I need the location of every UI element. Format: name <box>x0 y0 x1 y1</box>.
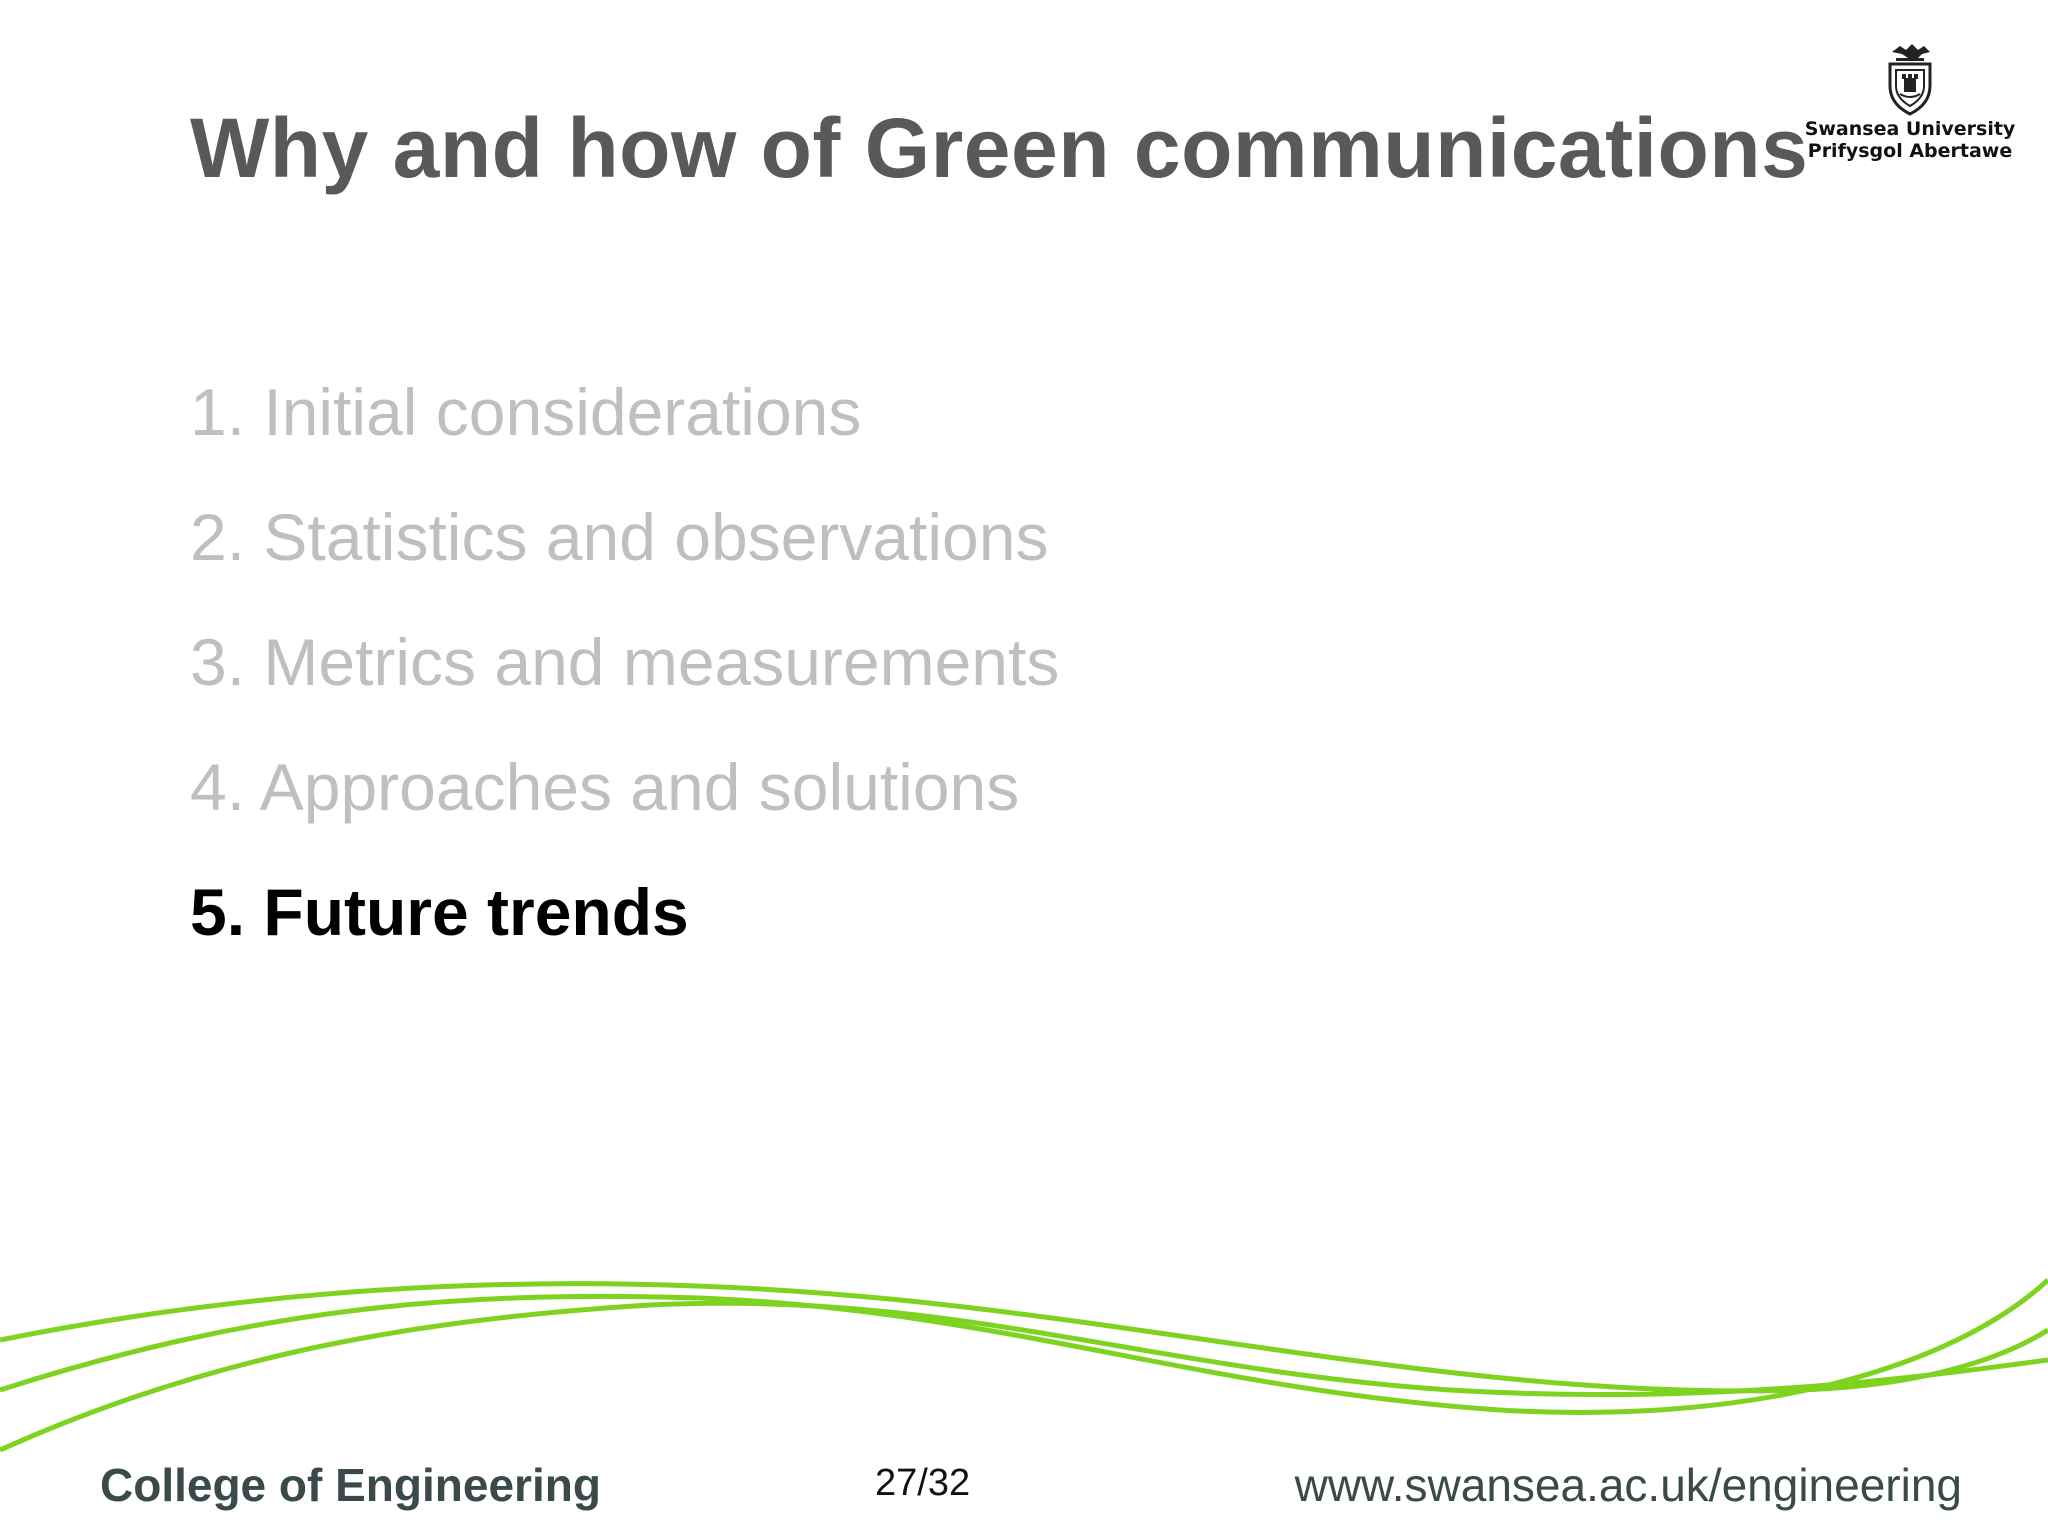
university-logo: Swansea University Prifysgol Abertawe <box>1800 38 2020 178</box>
agenda-item-active: 5. Future trends <box>190 875 689 949</box>
logo-text-welsh: Prifysgol Abertawe <box>1807 140 2013 162</box>
logo-text-english: Swansea University <box>1804 118 2016 140</box>
page-number: 27/32 <box>875 1462 971 1504</box>
agenda-item: 1. Initial considerations <box>190 375 862 449</box>
swansea-crest-icon <box>1888 44 1932 116</box>
decorative-wave-lines <box>0 1278 2048 1453</box>
wave-line <box>0 1281 2048 1394</box>
wave-line <box>0 1278 2048 1415</box>
footer-url: www.swansea.ac.uk/engineering <box>1294 1459 1962 1511</box>
agenda-list: 1. Initial considerations 2. Statistics … <box>190 350 1059 975</box>
agenda-item: 2. Statistics and observations <box>190 500 1049 574</box>
agenda-item: 4. Approaches and solutions <box>190 750 1020 824</box>
slide-title: Why and how of Green communications <box>190 101 1809 195</box>
wave-line <box>0 1300 2048 1453</box>
agenda-item: 3. Metrics and measurements <box>190 625 1060 699</box>
footer-college: College of Engineering <box>100 1459 601 1511</box>
